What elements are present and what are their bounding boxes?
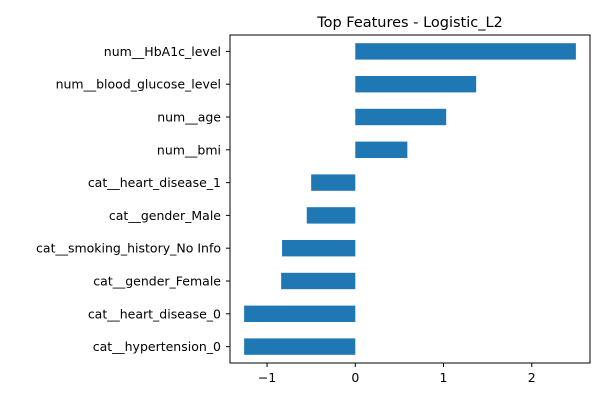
y-tick-label-2: num__age <box>157 110 221 125</box>
chart-title: Top Features - Logistic_L2 <box>316 15 503 31</box>
bars-group <box>244 43 576 355</box>
x-tick-label-1: 0 <box>351 370 359 385</box>
bar-7 <box>281 272 356 290</box>
y-tick-label-6: cat__smoking_history_No Info <box>36 241 221 256</box>
x-tick-label-0: −1 <box>258 370 276 385</box>
x-tick-label-2: 1 <box>440 370 448 385</box>
bar-6 <box>282 240 356 257</box>
y-tick-label-0: num__HbA1c_level <box>104 44 221 59</box>
bar-3 <box>355 141 408 158</box>
y-tick-label-9: cat__hypertension_0 <box>93 339 221 354</box>
y-tick-label-5: cat__gender_Male <box>109 208 221 223</box>
bar-9 <box>244 338 356 355</box>
y-tick-label-4: cat__heart_disease_1 <box>88 175 221 190</box>
bar-4 <box>311 174 356 191</box>
bar-1 <box>355 76 477 93</box>
y-tick-label-7: cat__gender_Female <box>93 274 221 289</box>
bar-2 <box>355 108 447 126</box>
y-tick-labels: num__HbA1c_level num__blood_glucose_level… <box>36 44 230 354</box>
bar-8 <box>244 305 356 322</box>
axes-frame <box>229 34 591 364</box>
x-tick-label-3: 2 <box>528 370 536 385</box>
bar-5 <box>306 207 356 224</box>
y-tick-label-1: num__blood_glucose_level <box>56 77 221 92</box>
bar-0 <box>355 43 576 60</box>
y-tick-label-3: num__bmi <box>157 142 221 157</box>
x-ticks: −1 0 1 2 <box>258 363 536 385</box>
y-tick-label-8: cat__heart_disease_0 <box>88 306 221 321</box>
